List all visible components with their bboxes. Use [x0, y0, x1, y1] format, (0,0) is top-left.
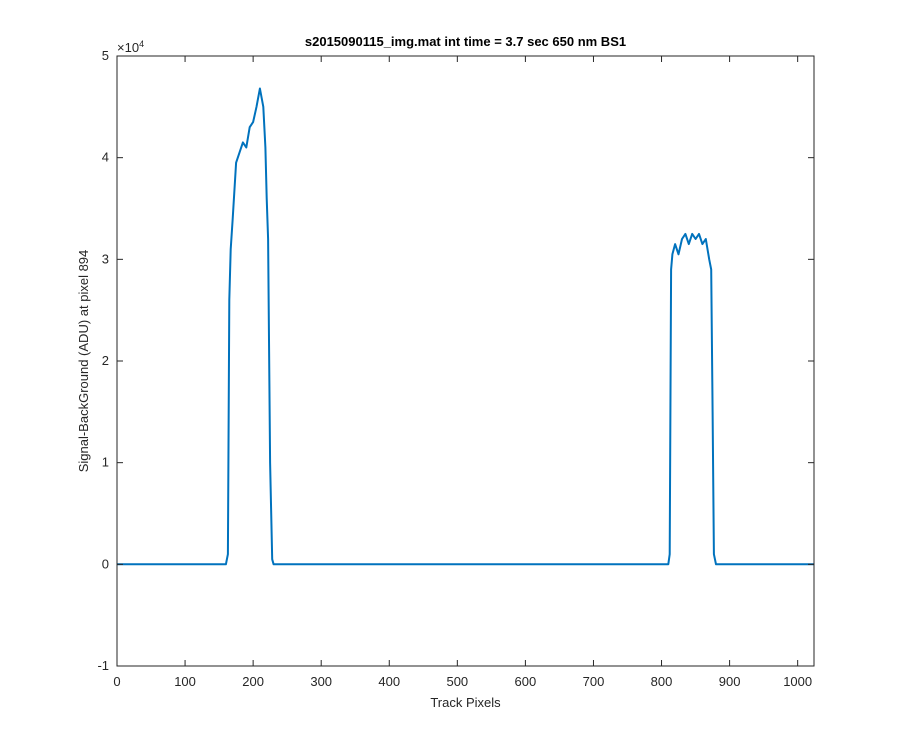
- y-exponent-base: ×10: [117, 40, 139, 55]
- x-axis-label: Track Pixels: [430, 695, 501, 710]
- x-tick-label: 700: [583, 674, 605, 689]
- y-tick-label: 0: [102, 556, 109, 571]
- x-tick-label: 500: [446, 674, 468, 689]
- y-axis-label: Signal-BackGround (ADU) at pixel 894: [76, 250, 91, 473]
- x-tick-label: 400: [378, 674, 400, 689]
- y-tick-label: 1: [102, 455, 109, 470]
- y-tick-label: 2: [102, 353, 109, 368]
- y-exponent-power: 4: [139, 39, 144, 49]
- y-tick-label: -1: [97, 658, 109, 673]
- series-line: [117, 87, 814, 566]
- plot-area: [117, 56, 814, 666]
- x-tick-label: 100: [174, 674, 196, 689]
- y-tick-label: 3: [102, 251, 109, 266]
- x-tick-label: 800: [651, 674, 673, 689]
- y-tick-label: 4: [102, 150, 109, 165]
- chart-title: s2015090115_img.mat int time = 3.7 sec 6…: [305, 34, 626, 49]
- x-tick-label: 600: [515, 674, 537, 689]
- y-tick-label: 5: [102, 48, 109, 63]
- x-tick-label: 300: [310, 674, 332, 689]
- x-tick-label: 900: [719, 674, 741, 689]
- ticks-layer: 0 100 200 300 400 500 600 700 800 900 1000 -1 0 1 2 3 4 5: [97, 48, 814, 689]
- x-tick-label: 200: [242, 674, 264, 689]
- x-tick-label: 0: [113, 674, 120, 689]
- x-tick-label: 1000: [783, 674, 812, 689]
- series-layer: [117, 87, 814, 566]
- y-exponent-label: ×104: [117, 39, 144, 55]
